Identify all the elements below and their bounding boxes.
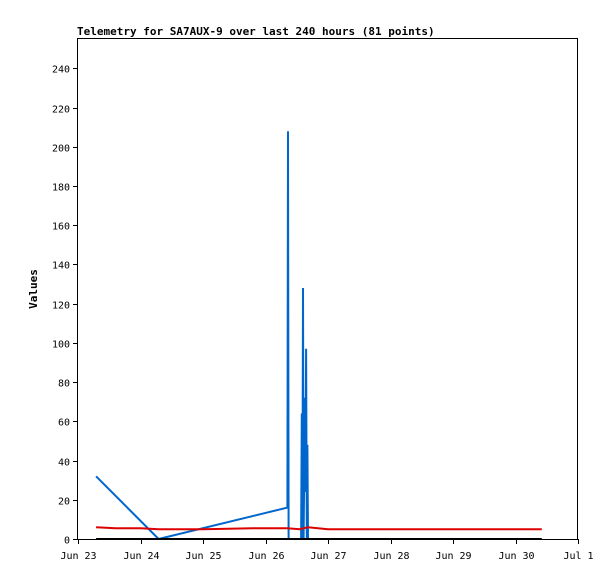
y-tick-label: 120 (52, 301, 70, 312)
y-tick-label: 160 (52, 222, 70, 233)
y-tick-label: 20 (58, 497, 70, 508)
y-tick-label: 0 (64, 536, 70, 547)
x-axis-ticks: Jun 23 Jun 24 Jun 25 Jun 26 Jun 27 Jun 28 Jun … (60, 539, 594, 562)
series-group (95, 131, 542, 541)
x-tick-label: Jul 1 (563, 551, 593, 562)
y-tick-label: 140 (52, 261, 70, 272)
y-tick-label: 200 (52, 144, 70, 155)
series-line-1 (95, 131, 309, 541)
y-tick-label: 240 (52, 65, 70, 76)
x-tick-label: Jun 28 (373, 551, 409, 562)
y-tick-label: 220 (52, 105, 70, 116)
x-tick-label: Jun 27 (310, 551, 346, 562)
y-tick-label: 180 (52, 183, 70, 194)
x-tick-label: Jun 29 (435, 551, 471, 562)
y-tick-label: 60 (58, 418, 70, 429)
y-tick-label: 100 (52, 340, 70, 351)
y-axis-label: Values (27, 269, 40, 309)
series-line-2 (96, 526, 542, 531)
x-tick-label: Jun 23 (60, 551, 96, 562)
chart-title: Telemetry for SA7AUX-9 over last 240 hou… (77, 25, 435, 38)
x-tick-label: Jun 25 (185, 551, 221, 562)
x-tick-label: Jun 24 (123, 551, 159, 562)
y-tick-label: 40 (58, 458, 70, 469)
y-tick-label: 80 (58, 379, 70, 390)
x-tick-label: Jun 26 (248, 551, 284, 562)
x-tick-label: Jun 30 (498, 551, 534, 562)
y-axis-ticks: 0 20 40 60 80 100 120 140 160 180 200 220 240 (52, 65, 78, 547)
plot-frame (77, 38, 578, 540)
